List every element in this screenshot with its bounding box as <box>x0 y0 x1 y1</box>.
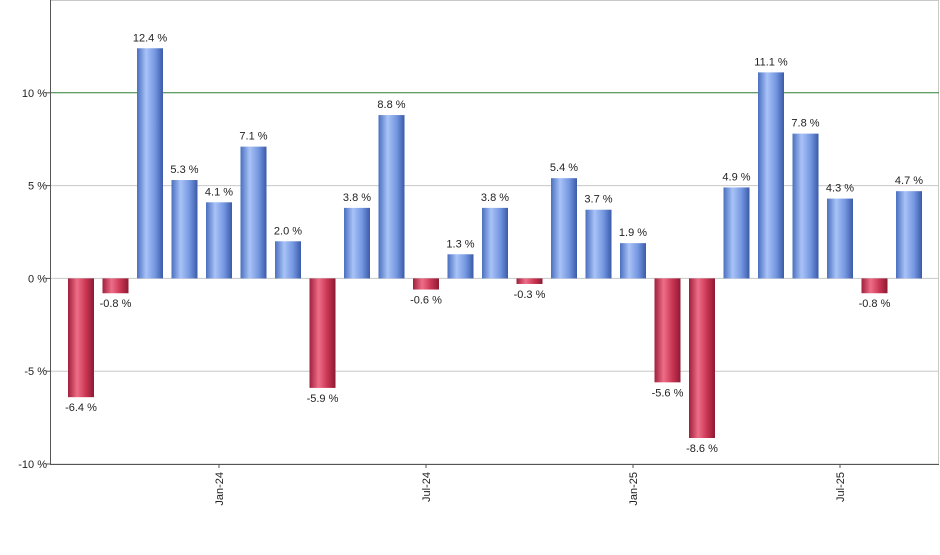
data-label: 11.1 % <box>754 56 788 68</box>
data-label: -6.4 % <box>65 402 97 414</box>
bar <box>861 278 888 294</box>
bar <box>240 146 267 279</box>
data-label: -0.3 % <box>514 289 546 301</box>
bar <box>585 209 612 279</box>
bar <box>689 278 715 439</box>
data-label: 8.8 % <box>377 99 405 111</box>
bar <box>792 133 819 279</box>
x-tick-label: Jul-24 <box>421 472 433 502</box>
data-label: 12.4 % <box>133 32 167 44</box>
x-tick-labels: Jan-24 Jul-24 Jan-25 Jul-25 <box>214 472 847 506</box>
data-label: 4.1 % <box>205 186 233 198</box>
bar <box>620 243 646 279</box>
bar <box>551 178 577 279</box>
bar <box>378 115 405 279</box>
y-tick-labels: -10 % -5 % 0 % 5 % 10 % <box>18 88 47 471</box>
data-label: 5.3 % <box>170 164 198 176</box>
bar <box>102 278 129 294</box>
data-label: 7.8 % <box>791 118 819 130</box>
bar <box>413 278 439 290</box>
bar <box>758 72 784 279</box>
data-labels: -6.4 % -0.8 % 12.4 % 5.3 % 4.1 % 7.1 % 2.0 % -5… <box>65 32 923 455</box>
bar <box>171 180 198 279</box>
data-label: -8.6 % <box>686 443 718 455</box>
data-label: 4.3 % <box>826 183 854 195</box>
bar <box>309 278 336 388</box>
data-label: 1.3 % <box>446 238 474 250</box>
bar <box>137 48 163 279</box>
bar <box>723 187 750 279</box>
axes <box>46 0 939 468</box>
x-tick-label: Jan-25 <box>628 472 640 506</box>
data-label: 4.9 % <box>722 171 750 183</box>
bar <box>482 207 508 279</box>
bar <box>447 254 474 279</box>
bar <box>516 278 543 284</box>
bar <box>344 207 370 279</box>
data-label: -0.6 % <box>410 295 442 307</box>
y-tick-label: 5 % <box>28 181 47 193</box>
data-label: 4.7 % <box>895 175 923 187</box>
bar <box>275 241 301 279</box>
bar <box>206 202 232 279</box>
bar <box>68 278 94 398</box>
data-label: 1.9 % <box>619 227 647 239</box>
bar <box>896 191 922 279</box>
data-label: 3.8 % <box>343 192 371 204</box>
y-tick-label: -10 % <box>18 459 47 471</box>
data-label: -0.8 % <box>859 298 891 310</box>
y-tick-label: 10 % <box>22 88 47 100</box>
data-label: 7.1 % <box>239 131 267 143</box>
data-label: -0.8 % <box>100 298 132 310</box>
data-label: 2.0 % <box>274 225 302 237</box>
data-label: 3.7 % <box>584 194 612 206</box>
x-tick-label: Jul-25 <box>835 472 847 502</box>
data-label: 5.4 % <box>550 162 578 174</box>
bar <box>654 278 681 383</box>
data-label: 3.8 % <box>481 192 509 204</box>
bars <box>68 48 922 439</box>
y-tick-label: 0 % <box>28 273 47 285</box>
data-label: -5.6 % <box>652 387 684 399</box>
y-tick-label: -5 % <box>24 366 47 378</box>
bar <box>827 198 853 279</box>
data-label: -5.9 % <box>307 393 339 405</box>
x-tick-label: Jan-24 <box>214 472 226 506</box>
